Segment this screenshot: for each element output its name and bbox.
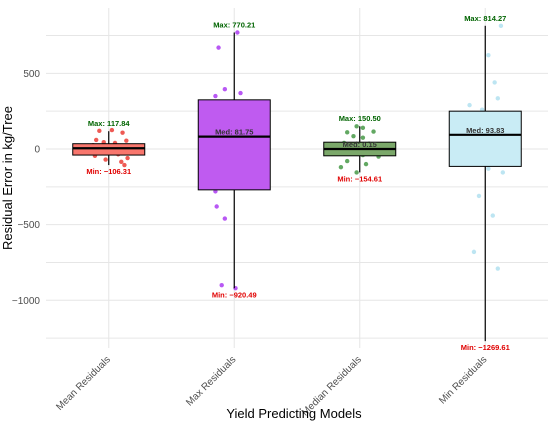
data-point xyxy=(467,102,472,108)
data-point xyxy=(109,127,115,133)
data-point xyxy=(124,138,129,143)
data-point xyxy=(119,159,124,165)
data-point xyxy=(219,282,224,288)
data-point xyxy=(492,80,497,85)
data-point xyxy=(486,166,491,171)
min-annotation: Min: −1269.61 xyxy=(461,343,510,352)
data-point xyxy=(360,125,366,131)
y-tick-label: −1000 xyxy=(12,296,41,307)
data-point xyxy=(360,135,366,140)
max-annotation: Max: 117.84 xyxy=(88,119,131,128)
max-annotation: Max: 770.21 xyxy=(213,20,255,29)
data-point xyxy=(122,162,127,168)
data-point xyxy=(490,213,495,218)
data-point xyxy=(125,155,130,161)
data-point xyxy=(345,130,350,135)
data-point xyxy=(351,133,356,139)
data-point xyxy=(222,87,228,92)
jitter-points-layer xyxy=(87,23,507,291)
y-axis-title: Residual Error in kg/Tree xyxy=(0,106,15,250)
data-point xyxy=(238,90,243,96)
y-tick-label: 500 xyxy=(23,69,40,80)
min-annotation: Min: −106.31 xyxy=(86,167,131,176)
data-point xyxy=(495,266,500,271)
max-annotation: Max: 814.27 xyxy=(464,14,506,23)
max-annotation: Max: 150.50 xyxy=(339,114,381,123)
data-point xyxy=(97,128,102,134)
data-point xyxy=(235,30,240,35)
data-point xyxy=(345,158,350,164)
x-tick-label: Min Residuals xyxy=(437,354,489,406)
data-point xyxy=(103,157,108,162)
box xyxy=(72,143,146,156)
data-point xyxy=(500,170,506,175)
data-point xyxy=(120,130,125,135)
data-point xyxy=(213,93,218,99)
data-point xyxy=(222,216,228,221)
data-point xyxy=(495,96,500,101)
y-tick-label: 0 xyxy=(34,145,40,156)
data-point xyxy=(338,164,344,170)
grid-layer xyxy=(46,8,548,348)
data-point xyxy=(476,193,482,199)
x-axis-title: Yield Predicting Models xyxy=(226,406,362,421)
data-point xyxy=(354,124,359,129)
x-tick-label: Max Residuals xyxy=(184,354,238,408)
data-point xyxy=(498,23,504,29)
data-point xyxy=(363,161,369,167)
data-point xyxy=(216,45,221,50)
min-annotation: Min: −920.49 xyxy=(212,290,257,299)
median-annotation: Med: 93.83 xyxy=(466,126,504,135)
data-point xyxy=(354,170,359,175)
median-annotation: Med: 81.75 xyxy=(215,128,253,137)
data-point xyxy=(214,204,219,209)
annotation-layer: Max: 117.84 Min: −106.31 Max: 770.21 Min: −… xyxy=(86,14,509,352)
box xyxy=(448,110,522,167)
y-tick-label: −500 xyxy=(17,220,40,231)
box-layer xyxy=(72,25,522,342)
box xyxy=(197,99,271,191)
data-point xyxy=(371,129,376,134)
data-point xyxy=(486,52,491,58)
data-point xyxy=(471,249,477,255)
data-point xyxy=(94,137,99,143)
min-annotation: Min: −154.61 xyxy=(337,174,382,183)
x-tick-label: Mean Residuals xyxy=(54,354,112,412)
median-annotation: Med: 0.15 xyxy=(343,140,377,149)
